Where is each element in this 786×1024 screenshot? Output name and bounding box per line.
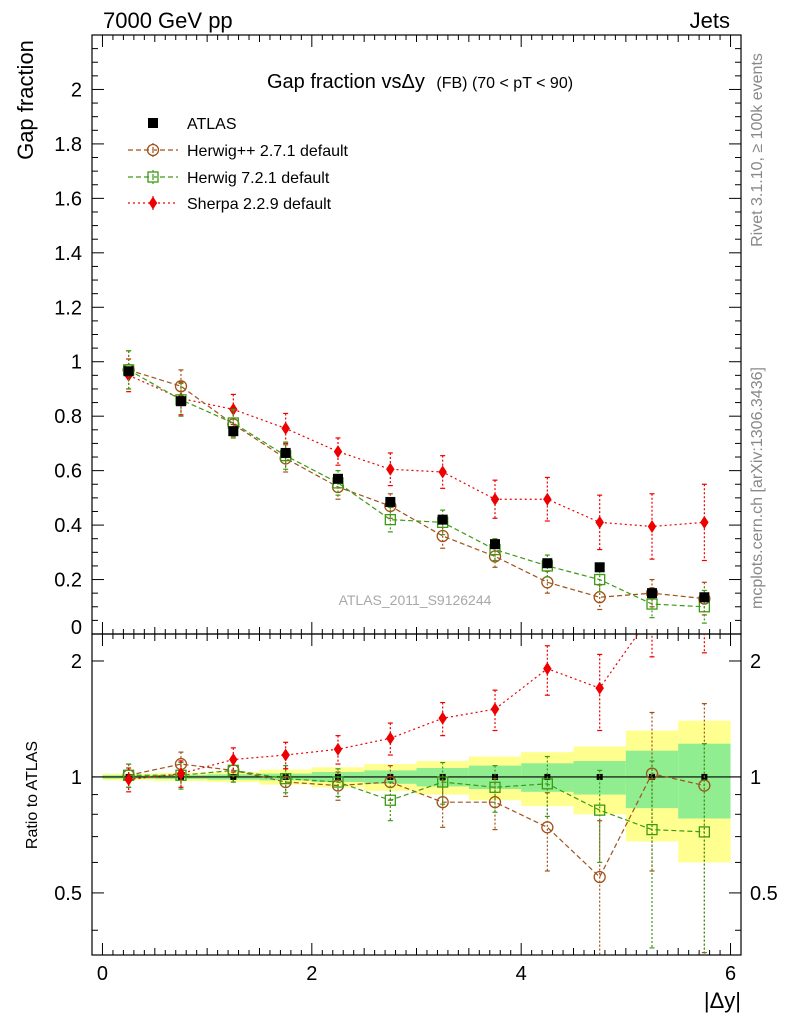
atlas-point [437,514,448,525]
sherpa-ratio-point [595,681,604,695]
sherpa-ratio-point [333,742,343,756]
herwig7-ratio-point [437,776,449,788]
herwig7-ratio-point [594,804,606,816]
y-tick-label-bottom: 1 [71,767,82,789]
atlas-point [490,539,501,550]
atlas-ratio-point [596,773,603,780]
atlas-point [228,426,239,437]
legend-label-herwigpp: Herwig++ 2.7.1 default [187,143,349,160]
legend-label-sherpa: Sherpa 2.2.9 default [187,196,332,213]
legend-marker-herwig7 [147,171,159,183]
herwig7-ratio-point [384,794,396,806]
y-tick-label-top: 0.4 [54,515,82,537]
sherpa-point [700,515,709,529]
atlas-ratio-point [492,773,499,780]
legend: ATLAS Herwig++ 2.7.1 default Herwig 7.2.1 … [128,116,349,213]
y-tick-label-top: 1.6 [54,188,82,210]
sherpa-ratio-point [386,731,395,745]
herwigpp-ratio-point [488,796,502,809]
atlas-point [647,588,658,599]
legend-marker-sherpa [148,196,158,210]
atlas-point [123,366,134,377]
x-tick-label: 6 [725,963,736,985]
sherpa-point [647,519,657,533]
herwig7-point [384,513,396,526]
herwig7-ratio-point [489,781,501,793]
herwig7-ratio-point [646,823,658,836]
herwig7-ratio-point [698,826,711,838]
herwigpp-ratio-point [541,821,554,834]
sherpa-line [128,374,705,528]
sherpa-point [543,492,552,506]
herwigpp-ratio-line [128,763,705,878]
analysis-watermark: ATLAS_2011_S9126244 [339,592,492,608]
y-tick-label-top: 1 [71,352,82,374]
legend-marker-herwigpp [146,143,160,157]
y-tick-label-bottom-right: 1 [750,767,761,789]
atlas-point [332,473,343,484]
sherpa-ratio-line [128,634,639,781]
y-axis-title-top: Gap fraction [13,40,38,160]
chart-title-sub: (FB) (70 < pT < 90) [436,75,573,92]
atlas-point [542,558,553,569]
y-tick-label-top: 2 [71,79,82,101]
sherpa-ratio-point [124,772,133,786]
y-tick-label-top: 1.8 [54,134,82,156]
y-tick-label-bottom-right: 2 [750,651,761,673]
sherpa-point [386,462,395,476]
legend-label-herwig7: Herwig 7.2.1 default [187,170,330,187]
atlas-point [385,496,396,507]
herwig7-point [594,573,606,586]
herwig7-ratio-point [280,772,292,785]
atlas-point [175,396,186,407]
y-axis-title-bottom: Ratio to ATLAS [24,741,41,849]
y-tick-label-bottom: 0.5 [54,883,82,905]
sherpa-ratio-point [490,702,500,716]
sherpa-ratio-point [176,767,186,781]
chart-title-main: Gap fraction vsΔy [267,71,425,93]
sherpa-ratio-point [438,711,447,725]
header-energy: 7000 GeV pp [103,8,233,33]
sherpa-point [438,465,447,479]
x-tick-label: 2 [306,963,317,985]
herwig7-ratio-point [332,776,344,788]
atlas-point [699,592,710,603]
header-process: Jets [690,8,730,33]
herwig7-point [646,598,658,610]
legend-label-atlas: ATLAS [187,116,237,133]
y-tick-label-top: 0 [71,617,82,639]
herwig7-ratio-point [541,778,553,790]
herwigpp-ratio-point [593,870,606,884]
sherpa-point [490,492,500,506]
atlas-point [594,562,605,573]
x-tick-label: 0 [97,963,108,985]
herwigpp-line [128,369,705,600]
herwig7-ratio-line [128,769,705,833]
y-tick-label-top: 0.8 [54,406,82,428]
legend-marker-atlas [148,118,158,128]
herwig7-line [128,369,705,608]
mcplots-credit: mcplots.cern.ch [arXiv:1306.3436] [749,367,766,609]
chart-title: Gap fraction vsΔy (FB) (70 < pT < 90) [267,71,573,93]
y-tick-label-top: 1.4 [54,243,82,265]
sherpa-ratio-point [281,748,290,762]
rivet-version: Rivet 3.1.10, ≥ 100k events [749,53,766,247]
y-tick-label-bottom: 2 [71,651,82,673]
y-tick-label-bottom-right: 0.5 [750,883,778,905]
sherpa-point [281,421,290,435]
y-tick-label-top: 0.6 [54,461,82,483]
atlas-point [280,447,291,458]
x-tick-label: 4 [516,963,527,985]
herwigpp-ratio-point [436,796,449,809]
sherpa-ratio-point [543,662,552,676]
x-axis-title: |Δy| [704,988,741,1013]
y-tick-label-top: 0.2 [54,570,82,592]
sherpa-point [333,445,343,459]
sherpa-ratio-point [229,752,238,766]
y-tick-label-top: 1.2 [54,297,82,319]
sherpa-point [595,515,604,529]
herwigpp-ratio-point [645,767,659,780]
